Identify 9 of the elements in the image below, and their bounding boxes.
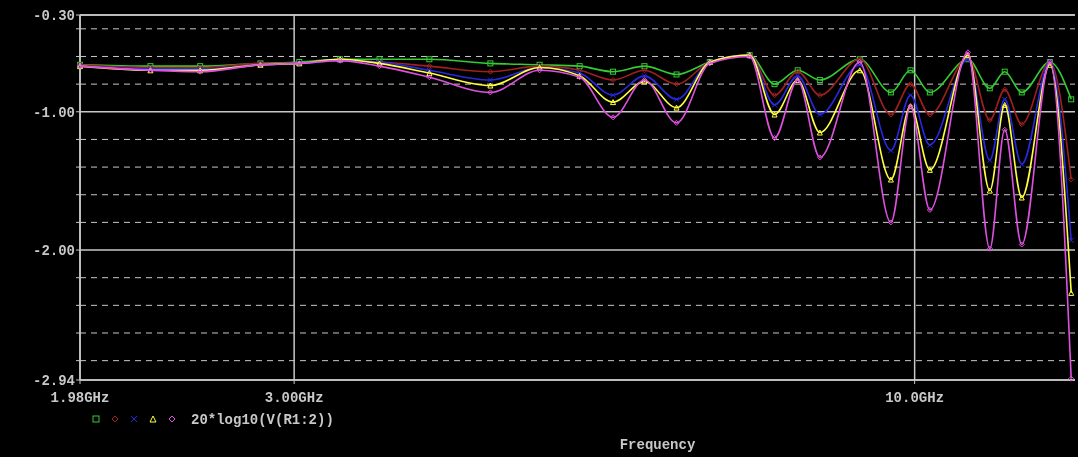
y-tick-label: -0.30 bbox=[32, 7, 75, 24]
y-tick-label: -2.00 bbox=[32, 242, 75, 259]
x-tick-label: 10.0GHz bbox=[885, 390, 945, 406]
x-axis-title: Frequency bbox=[619, 437, 696, 453]
legend-title: 20*log10(V(R1:2)) bbox=[191, 411, 334, 428]
y-tick-label: -1.00 bbox=[32, 104, 75, 121]
x-tick-label: 1.98GHz bbox=[50, 390, 110, 406]
x-tick-label: 3.00GHz bbox=[264, 390, 324, 406]
y-tick-label: -2.94 bbox=[32, 372, 75, 389]
